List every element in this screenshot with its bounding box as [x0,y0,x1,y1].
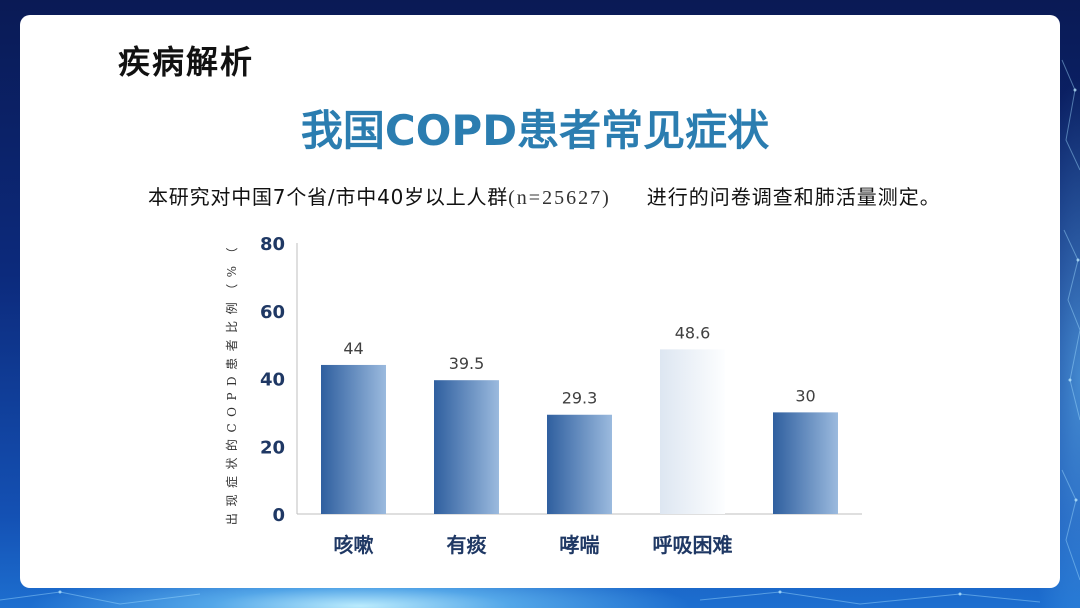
bar-chart: 0 20 40 60 80 44 咳嗽 39.5 有痰 29.3 哮喘 48.6 呼吸困难 30 [260,234,862,557]
slide-title: 我国COPD患者常见症状 [300,106,770,155]
bar [434,380,499,514]
category-label: 有痰 [447,533,488,557]
category-label: 呼吸困难 [653,533,733,557]
subtitle-main-text: 本研究对中国7个省/市中40岁以上人群 [148,185,509,209]
category-label: 咳嗽 [334,533,374,557]
subtitle-tail-text: 进行的问卷调查和肺活量测定。 [646,185,941,209]
y-tick-label: 20 [260,437,285,458]
y-tick-label: 40 [260,370,285,391]
value-label: 39.5 [449,354,485,373]
y-tick-label: 80 [260,234,285,255]
bar [321,364,386,514]
chart-marks: 0 20 40 60 80 44 咳嗽 39.5 有痰 29.3 哮喘 48.6 呼吸困难 30 [260,234,862,557]
bar [547,414,612,514]
value-label: 30 [795,386,815,405]
y-tick-label: 0 [272,505,285,526]
section-title: 疾病解析 [118,43,255,81]
subtitle-sample-size: (n=25627) [508,187,611,209]
value-label: 48.6 [675,323,711,342]
slide-subtitle: 本研究对中国7个省/市中40岁以上人群(n=25627) 进行的问卷调查和肺活量测… [148,185,941,210]
bar [660,349,725,514]
value-label: 44 [343,339,363,358]
value-label: 29.3 [562,389,598,408]
slide-card: 疾病解析 我国COPD患者常见症状 本研究对中国7个省/市中40岁以上人群(n=… [20,15,1060,588]
y-tick-label: 60 [260,302,285,323]
category-label: 哮喘 [560,533,600,557]
bar [773,412,838,514]
